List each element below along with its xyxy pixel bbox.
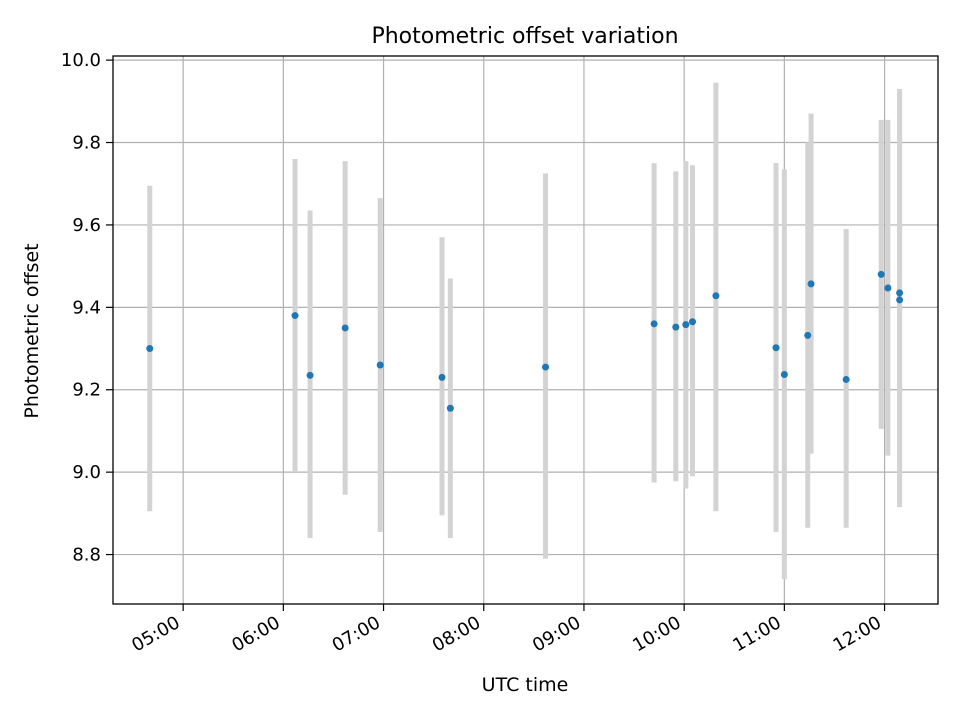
data-point xyxy=(446,404,454,412)
data-point xyxy=(682,321,690,329)
y-tick-label: 10.0 xyxy=(61,50,101,71)
y-axis-label: Photometric offset xyxy=(21,243,43,418)
data-point xyxy=(772,344,780,352)
data-point xyxy=(376,361,384,369)
data-point xyxy=(306,371,314,379)
data-point xyxy=(780,370,788,378)
data-point xyxy=(712,292,720,300)
y-tick-label: 9.6 xyxy=(72,215,101,236)
y-tick-label: 8.8 xyxy=(72,545,101,566)
data-point xyxy=(807,280,815,288)
data-point xyxy=(689,318,697,326)
data-point xyxy=(877,270,885,278)
data-point xyxy=(804,331,812,339)
plot-frame xyxy=(112,55,939,605)
data-point xyxy=(341,324,349,332)
data-point xyxy=(896,289,904,297)
y-tick-label: 9.2 xyxy=(72,380,101,401)
y-tick-label: 9.4 xyxy=(72,297,101,318)
data-point xyxy=(146,345,154,353)
data-point xyxy=(884,284,892,292)
chart-title: Photometric offset variation xyxy=(371,24,678,49)
data-points xyxy=(146,270,904,412)
x-axis-label: UTC time xyxy=(482,674,569,696)
data-point xyxy=(842,375,850,383)
y-tick-label: 9.8 xyxy=(72,133,101,154)
y-axis-ticks: 8.8 9.0 9.2 9.4 9.6 9.8 10.0 xyxy=(61,50,113,566)
data-point xyxy=(291,312,299,320)
y-tick-label: 9.0 xyxy=(72,462,101,483)
data-point xyxy=(542,363,550,371)
data-point xyxy=(896,296,904,304)
data-point xyxy=(650,320,658,328)
data-point xyxy=(438,373,446,381)
data-point xyxy=(672,323,680,331)
